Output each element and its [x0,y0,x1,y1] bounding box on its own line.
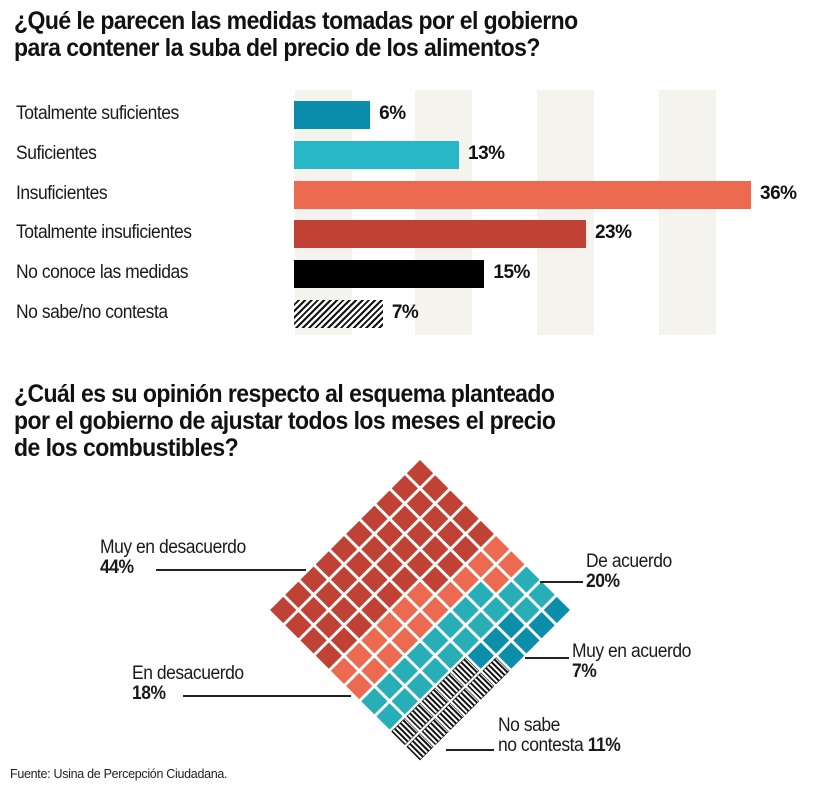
bar-value-label: 36% [760,182,797,204]
waffle-cell [406,733,434,761]
grid-band [415,90,472,335]
bar [294,101,371,129]
bar-category-label: No sabe/no contesta [16,302,168,323]
waffle-cell [422,475,449,502]
waffle-cell [452,657,480,685]
waffle-cell [421,718,449,746]
waffle-cell [482,657,510,685]
bar-category-label: Totalmente insuficientes [16,222,192,244]
bar [294,180,751,209]
chart2-title: ¿Cuál es su opinión respecto al esquema … [14,380,556,462]
waffle-cell [452,687,480,715]
grid-band [537,90,594,335]
bar [294,300,383,328]
label-en-desacuerdo-name: En desacuerdo [132,663,244,684]
label-no-sabe-line2: no contesta [498,735,584,756]
chart2-title-line2: por el gobierno de ajustar todos los mes… [14,407,556,435]
waffle-cell [421,687,449,715]
bar-category-label: No conoce las medidas [16,262,189,284]
source-note: Fuente: Usina de Percepción Ciudadana. [10,767,228,781]
bar-category-label: Suficientes [16,142,97,164]
waffle-cell [406,460,434,487]
label-muy-en-desacuerdo-pct: 44% [100,557,134,578]
bar-value-label: 6% [379,103,406,124]
label-muy-en-desacuerdo: Muy en desacuerdo 44% [100,538,246,578]
label-en-desacuerdo: En desacuerdo 18% [132,664,244,704]
bar-value-label: 23% [594,222,632,244]
label-en-desacuerdo-pct: 18% [132,683,166,704]
label-muy-en-acuerdo: Muy en acuerdo 7% [572,642,691,682]
leader-line [156,569,306,571]
label-no-sabe-pct: 11% [587,735,621,756]
waffle-cell [376,490,403,517]
waffle-cell [436,672,464,700]
waffle-cell [391,718,419,746]
chart2-title-line3: de los combustibles? [14,434,239,462]
waffle-cell [467,672,495,700]
chart1-title-line1: ¿Qué le parecen las medidas tomadas por … [14,7,578,35]
bar-category-label: Totalmente suficientes [16,103,179,124]
label-de-acuerdo-name: De acuerdo [586,551,672,572]
waffle-cell [406,702,434,730]
chart1-title-line2: para contener la suba del precio de los … [14,34,540,62]
label-muy-en-acuerdo-name: Muy en acuerdo [572,641,691,662]
grid-band [295,90,352,335]
waffle-cell [436,702,464,730]
waffle-cell [437,490,464,517]
bar [294,260,485,289]
leader-line [446,749,494,751]
leader-line [540,581,583,583]
label-no-sabe-line1: No sabe [498,715,560,736]
grid-band [659,90,716,335]
label-muy-en-acuerdo-pct: 7% [572,661,597,682]
bar-category-label: Insuficientes [16,182,108,204]
label-no-sabe: No sabe no contesta 11% [498,715,621,756]
bar-value-label: 15% [493,262,530,284]
label-de-acuerdo-pct: 20% [586,571,620,592]
label-muy-en-desacuerdo-name: Muy en desacuerdo [100,537,246,558]
leader-line [183,695,351,697]
waffle-cell [406,490,434,517]
leader-line [525,657,569,659]
chart2-title-line1: ¿Cuál es su opinión respecto al esquema … [14,380,555,408]
bar-value-label: 7% [391,302,419,323]
chart1-title: ¿Qué le parecen las medidas tomadas por … [14,8,578,62]
label-de-acuerdo: De acuerdo 20% [586,552,672,592]
bar [294,220,586,249]
bar-value-label: 13% [468,142,505,164]
waffle-cell [391,475,418,502]
bar [294,140,460,169]
